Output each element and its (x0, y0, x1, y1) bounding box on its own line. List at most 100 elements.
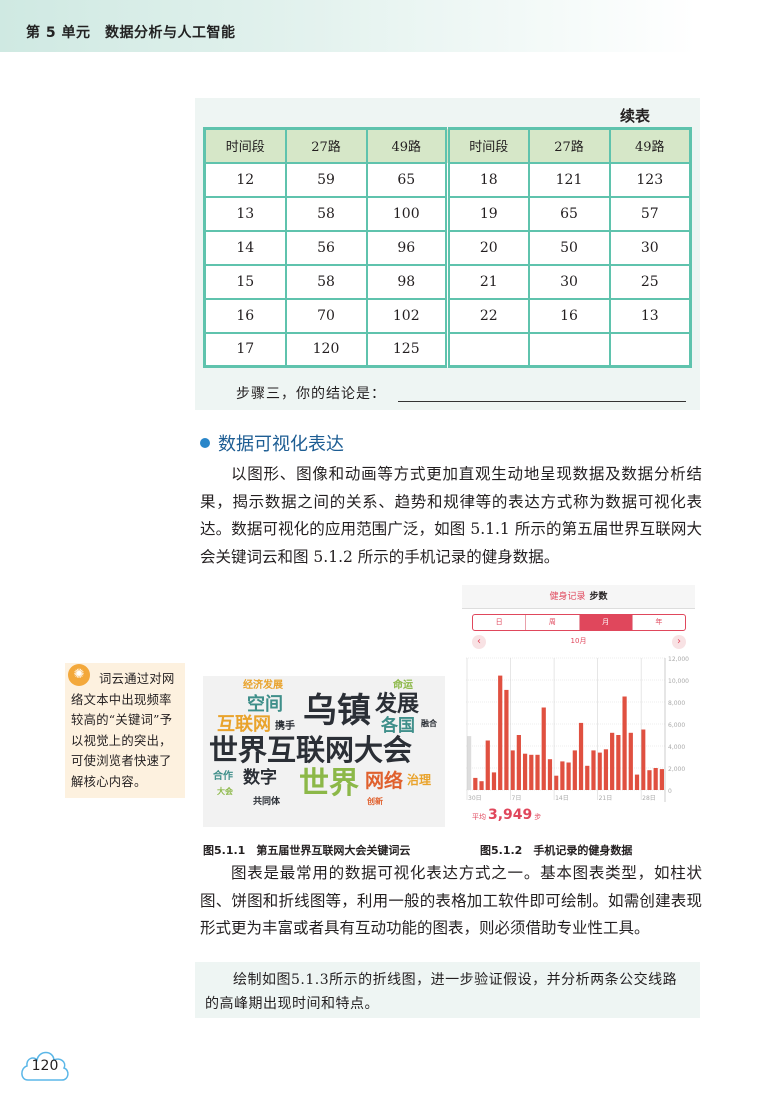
table-cell: 18 (446, 161, 530, 198)
bar-previous-month (467, 736, 472, 790)
bar (522, 753, 528, 790)
chapter-title: 第 5 单元 数据分析与人工智能 (26, 25, 236, 41)
x-tick-label: 14日 (555, 795, 569, 802)
table-cell: 59 (284, 161, 368, 198)
word-cloud-word: 空间 (247, 694, 283, 715)
y-tick-label: 4,000 (668, 744, 685, 751)
bus-data-table: 时间段 27路 49路 时间段 27路 49路 12 59 65 18 121 123 13… (203, 127, 692, 368)
x-tick-label: 21日 (599, 795, 613, 802)
table-cell: 13 (608, 297, 692, 334)
bar (622, 696, 627, 790)
bar (541, 707, 546, 790)
table-row: 13 58 100 19 65 57 (203, 195, 692, 232)
segment-day[interactable]: 日 (473, 615, 527, 630)
table-cell: 12 (203, 161, 287, 198)
word-cloud-image: 世界互联网大会 乌镇 世界 发展 互联网 空间 各国 数字 网络 治理 经济发展 命运 携手 共同体 合作 融… (203, 676, 445, 827)
month-label: 10月 (570, 637, 587, 645)
y-tick-label: 0 (668, 788, 672, 795)
table-cell: 21 (446, 263, 530, 300)
table-cell: 65 (527, 195, 611, 232)
bar (491, 772, 497, 790)
figure-caption-word-cloud: 图5.1.1 第五届世界互联网大会关键词云 (203, 844, 411, 857)
metric-title: 步数 (589, 592, 608, 602)
table-cell: 16 (527, 297, 611, 334)
table-cell: 96 (365, 229, 450, 266)
page-number: 120 (31, 1058, 59, 1074)
bar (547, 759, 553, 790)
chevron-right-icon[interactable]: › (672, 635, 686, 649)
average-label: 平均 (472, 813, 486, 821)
average-value: 3,949 (488, 807, 533, 823)
table-row: 16 70 102 22 16 13 (203, 297, 692, 334)
word-cloud-word: 命运 (393, 680, 413, 691)
word-cloud-word: 世界 (299, 766, 359, 801)
bar (616, 735, 621, 790)
y-tick-label: 6,000 (668, 722, 685, 729)
bar (498, 675, 503, 790)
table-cell: 30 (608, 229, 692, 266)
table-cell: 58 (284, 195, 368, 232)
table-cell: 15 (203, 263, 287, 300)
word-cloud-word: 乌镇 (303, 691, 371, 731)
bar (659, 769, 664, 790)
section-title: 数据可视化表达 (218, 434, 344, 455)
bar (597, 752, 602, 790)
bar (529, 754, 534, 790)
table-cell: 70 (284, 297, 368, 334)
table-cell: 57 (608, 195, 692, 232)
table-cell: 58 (284, 263, 368, 300)
table-cell: 20 (446, 229, 530, 266)
x-tick-label: 30日 (468, 795, 482, 802)
y-tick-label: 10,000 (668, 678, 689, 685)
bar (610, 732, 615, 790)
table-cell (608, 331, 692, 368)
table-cell (527, 331, 611, 368)
continued-label: 续表 (620, 107, 651, 125)
table-cell: 56 (284, 229, 368, 266)
app-title: 健身记录 (549, 592, 586, 602)
header-cell: 49路 (608, 127, 692, 164)
header-cell: 时间段 (446, 127, 530, 164)
conclusion-answer-line[interactable] (398, 401, 686, 402)
bar (591, 750, 596, 790)
bar (628, 732, 633, 790)
y-tick-label: 2,000 (668, 766, 685, 773)
table-cell: 98 (365, 263, 450, 300)
word-cloud-word: 网络 (365, 770, 404, 792)
section-heading: 数据可视化表达 (200, 430, 344, 456)
segment-month[interactable]: 月 (579, 615, 633, 630)
chapter-header-band (0, 0, 774, 52)
chevron-left-icon[interactable]: ‹ (472, 635, 486, 649)
conclusion-prompt: 步骤三，你的结论是： (236, 386, 386, 402)
y-tick-label: 8,000 (668, 700, 685, 707)
word-cloud-word: 经济发展 (243, 680, 283, 691)
bar (535, 754, 540, 790)
bar (473, 777, 478, 790)
figure-caption-fitness: 图5.1.2 手机记录的健身数据 (480, 844, 633, 857)
period-segmented-control: 日 周 月 年 (472, 614, 686, 631)
average-unit: 步 (534, 813, 542, 821)
table-cell: 16 (203, 297, 287, 334)
intro-paragraph: 以图形、图像和动画等方式更加直观生动地呈现数据及数据分析结果，揭示数据之间的关系… (200, 465, 702, 566)
steps-bar-chart: 0 2,000 4,000 6,000 8,000 10,000 12,000 30日 7日 14… (466, 656, 689, 802)
bar (641, 729, 646, 790)
segment-year[interactable]: 年 (655, 618, 663, 626)
x-tick-label: 28日 (642, 795, 656, 802)
table-cell: 100 (365, 195, 450, 232)
header-cell: 27路 (284, 127, 368, 164)
table-cell: 120 (284, 331, 368, 368)
table-cell: 65 (365, 161, 450, 198)
lightbulb-icon: ✺ (68, 664, 90, 686)
table-cell (446, 331, 530, 368)
page-number-cloud-icon (21, 1051, 69, 1081)
word-cloud-word: 创新 (367, 797, 383, 806)
header-cell: 49路 (365, 127, 450, 164)
bar (585, 765, 590, 790)
bar (647, 770, 652, 790)
word-cloud-word: 携手 (275, 721, 295, 732)
table-cell: 123 (608, 161, 692, 198)
header-cell: 时间段 (203, 127, 287, 164)
bar (479, 781, 484, 790)
bar (554, 775, 559, 790)
segment-week[interactable]: 周 (526, 615, 580, 630)
